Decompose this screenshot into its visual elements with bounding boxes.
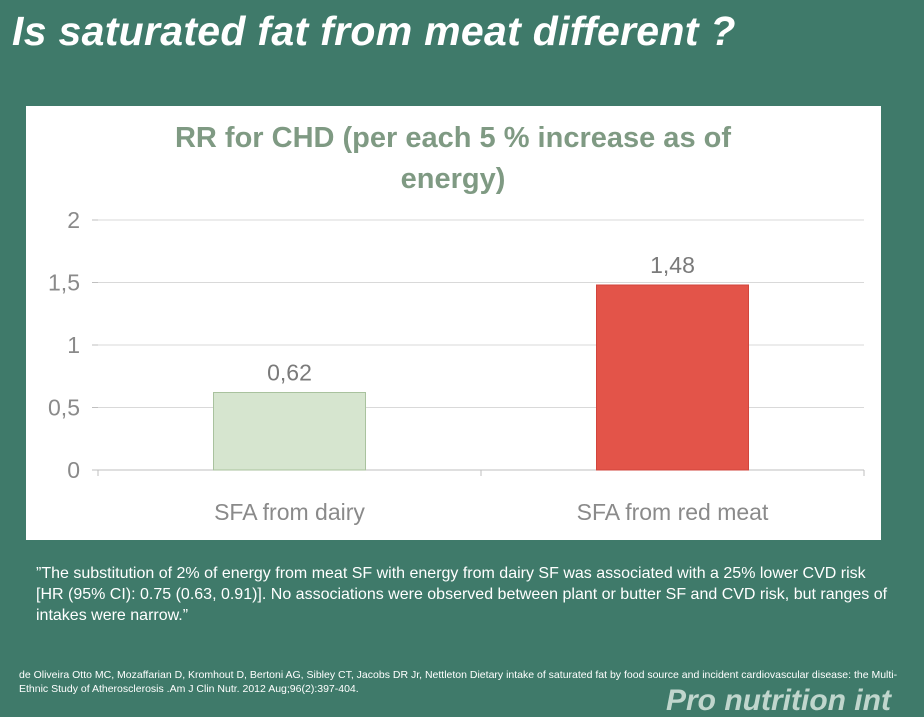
- y-tick-label-1: 0,5: [48, 395, 80, 421]
- bar-2: [596, 284, 749, 471]
- data-label-2: 1,48: [650, 252, 695, 278]
- y-tick-label-0: 0: [67, 457, 80, 483]
- y-tick-label-3: 1,5: [48, 270, 80, 296]
- bar-chart: RR for CHD (per each 5 % increase as of e…: [48, 122, 865, 525]
- x-category-label-1: SFA from dairy: [214, 499, 365, 525]
- bar-1: [213, 392, 366, 471]
- watermark-logo: Pro nutrition int: [666, 684, 891, 717]
- chart-panel: RR for CHD (per each 5 % increase as of e…: [26, 106, 881, 540]
- chart-title-line-1: RR for CHD (per each 5 % increase as of: [175, 122, 731, 154]
- data-label-1: 0,62: [267, 360, 312, 386]
- y-tick-label-2: 1: [67, 332, 80, 358]
- citation: de Oliveira Otto MC, Mozaffarian D, Krom…: [19, 669, 898, 695]
- chart-title-line-2: energy): [401, 163, 506, 195]
- y-tick-label-4: 2: [67, 207, 80, 233]
- study-quote: ”The substitution of 2% of energy from m…: [36, 565, 888, 624]
- slide-title: Is saturated fat from meat different ?: [12, 8, 736, 54]
- x-category-label-2: SFA from red meat: [577, 499, 769, 525]
